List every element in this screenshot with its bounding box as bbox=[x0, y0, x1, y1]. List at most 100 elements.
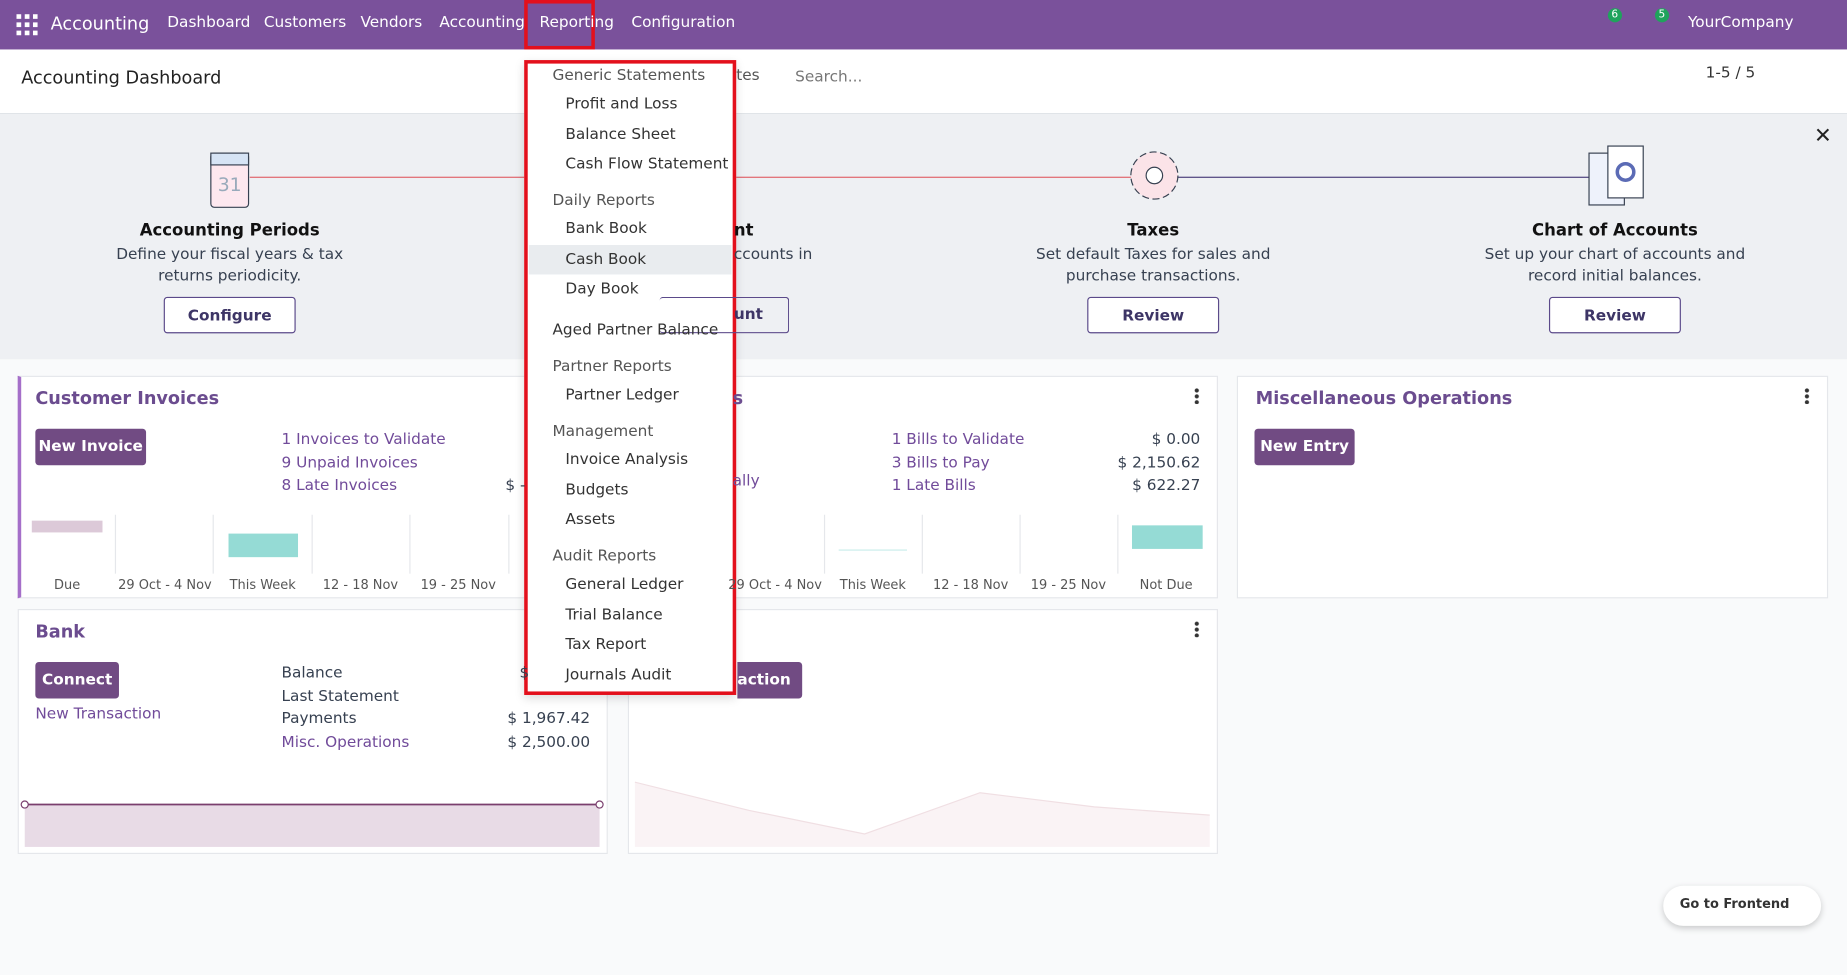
vendor-link[interactable]: ally bbox=[732, 472, 760, 491]
menu-item[interactable]: Invoice Analysis bbox=[565, 451, 689, 469]
menu-section-header: Daily Reports bbox=[552, 192, 655, 210]
menu-item[interactable]: Tax Report bbox=[565, 636, 647, 654]
card-title[interactable]: Bank bbox=[35, 620, 86, 642]
step-button[interactable]: Review bbox=[1548, 296, 1681, 334]
graph-label: 29 Oct - 4 Nov bbox=[118, 577, 212, 593]
bank-amount: $ bbox=[519, 664, 530, 683]
step-button[interactable]: Configure bbox=[163, 296, 296, 334]
calendar-icon: 31 bbox=[210, 152, 250, 208]
graph-label: 12 - 18 Nov bbox=[932, 577, 1009, 593]
gear-icon bbox=[1130, 151, 1179, 200]
menu-item[interactable]: Assets bbox=[565, 511, 616, 529]
bank-line[interactable]: Misc. Operations bbox=[281, 733, 410, 752]
bill-link[interactable]: 3 Bills to Pay bbox=[891, 454, 990, 473]
card-title[interactable]: Miscellaneous Operations bbox=[1255, 387, 1513, 409]
bill-amount: $ 622.27 bbox=[1132, 477, 1201, 495]
menu-item[interactable]: Day Book bbox=[565, 280, 639, 299]
card-title[interactable]: s bbox=[732, 387, 744, 409]
graph-label: 19 - 25 Nov bbox=[420, 577, 496, 593]
bank-amount: $ 2,500.00 bbox=[507, 733, 591, 752]
close-icon[interactable]: ✕ bbox=[1814, 123, 1832, 149]
menu-item[interactable]: Trial Balance bbox=[565, 606, 663, 624]
menu-item[interactable]: Dashboard bbox=[167, 14, 251, 32]
menu-item[interactable]: Cash Flow Statement bbox=[565, 155, 729, 174]
connect-button[interactable]: Connect bbox=[35, 661, 119, 699]
onboarding-panel bbox=[0, 114, 1847, 360]
search-facet: tes bbox=[736, 67, 760, 85]
kebab-menu[interactable] bbox=[1194, 387, 1200, 405]
new-invoice-button[interactable]: New Invoice bbox=[35, 428, 147, 466]
menu-item[interactable]: Partner Ledger bbox=[565, 386, 679, 405]
step-title: nt bbox=[733, 221, 754, 241]
menu-item[interactable]: Reporting bbox=[539, 14, 614, 32]
menu-item[interactable]: Customers bbox=[263, 14, 347, 32]
button-edge bbox=[659, 296, 790, 334]
go-to-frontend-button[interactable]: Go to Frontend bbox=[1679, 896, 1790, 912]
kebab-menu[interactable] bbox=[1804, 387, 1810, 405]
highlight-box bbox=[524, 0, 595, 50]
menu-section-header: Partner Reports bbox=[552, 358, 672, 376]
activity-badge[interactable]: 5 bbox=[1654, 8, 1669, 23]
invoice-link[interactable]: 1 Invoices to Validate bbox=[281, 431, 446, 449]
menu-item[interactable]: General Ledger bbox=[565, 576, 684, 594]
menu-item[interactable]: Aged Partner Balance bbox=[552, 321, 719, 340]
step-description: Set default Taxes for sales and purchase… bbox=[1035, 246, 1271, 286]
hovered-item bbox=[528, 245, 732, 275]
pager: 1-5 / 5 bbox=[1705, 64, 1756, 83]
invoice-amount: $ - bbox=[505, 477, 526, 495]
graph-label: This Week bbox=[839, 577, 906, 593]
chat-icon[interactable]: 6 bbox=[1607, 8, 1622, 23]
menu-item[interactable]: Bank Book bbox=[565, 220, 647, 238]
menu-item[interactable]: Accounting bbox=[439, 14, 525, 32]
graph-label: 12 - 18 Nov bbox=[322, 577, 399, 593]
page-title: Accounting Dashboard bbox=[21, 67, 222, 89]
bank-line: Balance bbox=[281, 664, 343, 683]
step-button[interactable]: unt bbox=[733, 306, 763, 324]
graph-label: 19 - 25 Nov bbox=[1030, 577, 1107, 593]
bill-link[interactable]: 1 Late Bills bbox=[891, 477, 976, 495]
card bbox=[1236, 375, 1829, 599]
menu-item[interactable]: Profit and Loss bbox=[565, 95, 678, 114]
graph-label: Due bbox=[54, 577, 81, 593]
step-description: Define your fiscal years & tax returns p… bbox=[116, 246, 344, 286]
invoice-link[interactable]: 8 Late Invoices bbox=[281, 477, 398, 495]
control-panel bbox=[0, 49, 1847, 115]
menu-item[interactable]: Journals Audit bbox=[565, 666, 672, 684]
app-name[interactable]: Accounting bbox=[50, 12, 150, 35]
step-connector bbox=[1177, 176, 1591, 178]
menu-item[interactable]: Budgets bbox=[565, 481, 629, 499]
bank-link[interactable]: New Transaction bbox=[35, 705, 162, 724]
kebab-menu[interactable] bbox=[1194, 620, 1200, 638]
bank-amount: $ 1,967.42 bbox=[507, 710, 591, 728]
menu-item[interactable]: Cash Book bbox=[565, 250, 647, 268]
step-connector bbox=[249, 176, 527, 178]
step-description: Set up your chart of accounts and record… bbox=[1484, 246, 1746, 286]
menu-section-header: Generic Statements bbox=[552, 67, 706, 85]
menu-section-header: Audit Reports bbox=[552, 547, 657, 566]
menu-item[interactable]: Vendors bbox=[360, 14, 423, 32]
card-title[interactable]: Customer Invoices bbox=[35, 387, 220, 409]
invoice-link[interactable]: 9 Unpaid Invoices bbox=[281, 454, 418, 473]
step-description: ccounts in bbox=[733, 246, 813, 264]
search-input[interactable]: Search... bbox=[795, 68, 863, 86]
menu-item[interactable]: Balance Sheet bbox=[565, 125, 676, 144]
cash-button[interactable]: action bbox=[737, 661, 803, 699]
bank-line: Payments bbox=[281, 710, 357, 728]
new-entry-button[interactable]: New Entry bbox=[1254, 428, 1355, 466]
graph-label: Not Due bbox=[1139, 577, 1193, 593]
menu-item[interactable]: Configuration bbox=[631, 14, 736, 32]
step-button[interactable]: Review bbox=[1087, 296, 1220, 334]
reporting-dropdown bbox=[524, 60, 737, 695]
bill-amount: $ 0.00 bbox=[1151, 431, 1201, 449]
bill-amount: $ 2,150.62 bbox=[1117, 454, 1201, 473]
apps-icon[interactable] bbox=[16, 14, 38, 36]
step-connector bbox=[732, 176, 1134, 178]
step-title: Accounting Periods bbox=[139, 221, 320, 241]
menu-section-header: Management bbox=[552, 422, 654, 441]
graph-label: 29 Oct - 4 Nov bbox=[728, 577, 822, 593]
company[interactable]: YourCompany bbox=[1687, 14, 1794, 32]
bill-link[interactable]: 1 Bills to Validate bbox=[891, 431, 1025, 449]
svg-text:31: 31 bbox=[218, 175, 242, 196]
